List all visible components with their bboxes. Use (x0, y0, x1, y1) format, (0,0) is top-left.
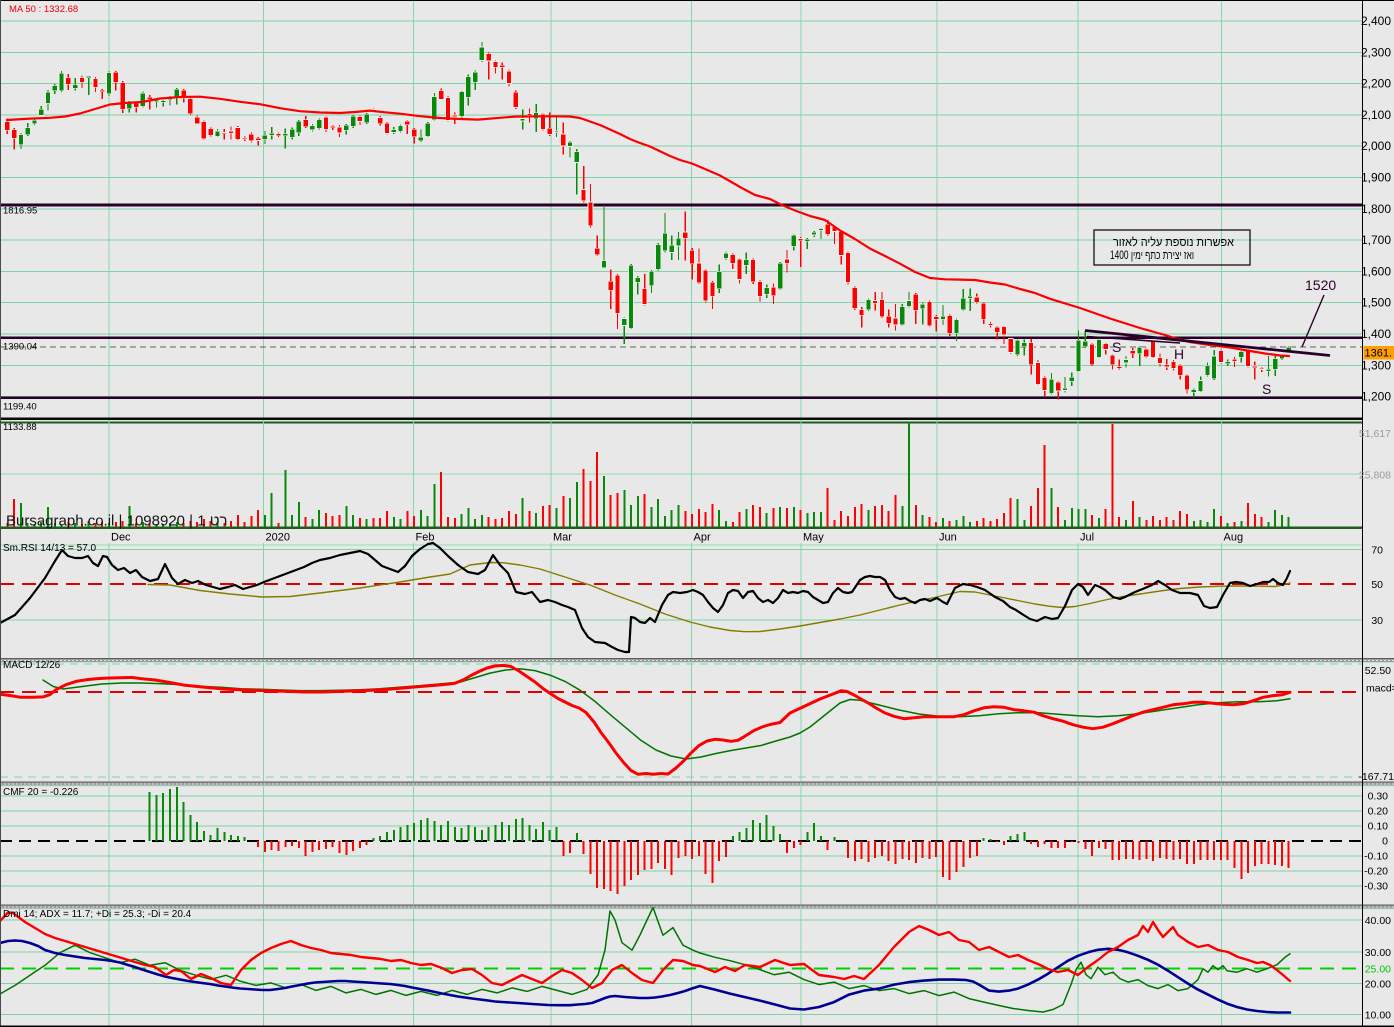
svg-text:Dmi 14; ADX = 11.7; +Di = 25.3: Dmi 14; ADX = 11.7; +Di = 25.3; -Di = 20… (3, 909, 192, 920)
svg-text:2,200: 2,200 (1361, 77, 1391, 91)
svg-text:CMF 20 = -0.226: CMF 20 = -0.226 (3, 787, 79, 798)
svg-text:2,300: 2,300 (1361, 45, 1391, 59)
svg-text:1,300: 1,300 (1361, 358, 1391, 372)
svg-text:0.20: 0.20 (1368, 806, 1389, 818)
svg-text:70: 70 (1371, 545, 1383, 557)
svg-text:1390.04: 1390.04 (3, 342, 37, 353)
svg-text:-0.20: -0.20 (1364, 866, 1388, 878)
svg-text:MA 50 : 1332.68: MA 50 : 1332.68 (9, 4, 78, 15)
svg-text:1,700: 1,700 (1361, 233, 1391, 247)
svg-text:30.00: 30.00 (1365, 947, 1391, 959)
svg-text:1,600: 1,600 (1361, 264, 1391, 278)
svg-text:Mar: Mar (553, 532, 572, 544)
svg-text:Sm.RSI 14/13 = 57.0: Sm.RSI 14/13 = 57.0 (3, 543, 97, 554)
svg-text:Dec: Dec (111, 532, 131, 544)
svg-text:S: S (1112, 339, 1121, 355)
svg-text:1361.: 1361. (1364, 348, 1392, 360)
svg-text:Aug: Aug (1224, 532, 1244, 544)
svg-text:1520: 1520 (1305, 277, 1336, 293)
svg-text:51,617: 51,617 (1359, 428, 1391, 440)
svg-text:2,100: 2,100 (1361, 108, 1391, 122)
svg-text:25,808: 25,808 (1359, 470, 1391, 482)
svg-text:-0.30: -0.30 (1364, 881, 1388, 893)
svg-text:May: May (803, 532, 824, 544)
svg-text:-0.10: -0.10 (1364, 851, 1388, 863)
svg-text:ואז יצירת כתף ימין 1400: ואז יצירת כתף ימין 1400 (1110, 248, 1194, 262)
svg-text:Jun: Jun (939, 532, 957, 544)
svg-text:Jul: Jul (1080, 532, 1094, 544)
svg-text:1133.88: 1133.88 (3, 422, 37, 433)
svg-text:25.00: 25.00 (1365, 964, 1391, 976)
svg-text:2020: 2020 (266, 532, 290, 544)
svg-text:Bursagraph.co.il | 1098920 | 1: Bursagraph.co.il | 1098920 | 1 רט (6, 513, 228, 530)
svg-text:Apr: Apr (694, 532, 711, 544)
svg-text:1816.95: 1816.95 (3, 206, 37, 217)
svg-text:1,500: 1,500 (1361, 296, 1391, 310)
svg-text:S: S (1262, 381, 1271, 397)
svg-text:1199.40: 1199.40 (3, 402, 37, 413)
svg-text:0.10: 0.10 (1368, 821, 1389, 833)
svg-text:MACD 12/26: MACD 12/26 (3, 660, 61, 671)
svg-text:1,400: 1,400 (1361, 327, 1391, 341)
svg-text:Feb: Feb (416, 532, 435, 544)
svg-text:2,400: 2,400 (1361, 14, 1391, 28)
svg-text:52.50: 52.50 (1365, 665, 1391, 677)
svg-text:macd=: macd= (1366, 683, 1394, 695)
svg-text:20.00: 20.00 (1365, 979, 1391, 991)
svg-text:2,000: 2,000 (1361, 139, 1391, 153)
svg-text:10.00: 10.00 (1365, 1010, 1391, 1022)
svg-text:1,200: 1,200 (1361, 390, 1391, 404)
svg-text:אפשרות נוספת עליה לאזור: אפשרות נוספת עליה לאזור (1113, 235, 1234, 249)
svg-text:1,900: 1,900 (1361, 171, 1391, 185)
svg-text:40.00: 40.00 (1365, 915, 1391, 927)
svg-text:1,800: 1,800 (1361, 202, 1391, 216)
svg-text:30: 30 (1371, 615, 1383, 627)
svg-text:H: H (1174, 346, 1184, 362)
svg-text:50: 50 (1371, 579, 1383, 591)
svg-text:0.30: 0.30 (1368, 791, 1389, 803)
svg-text:0: 0 (1382, 836, 1388, 848)
svg-text:-167.71: -167.71 (1358, 771, 1394, 783)
